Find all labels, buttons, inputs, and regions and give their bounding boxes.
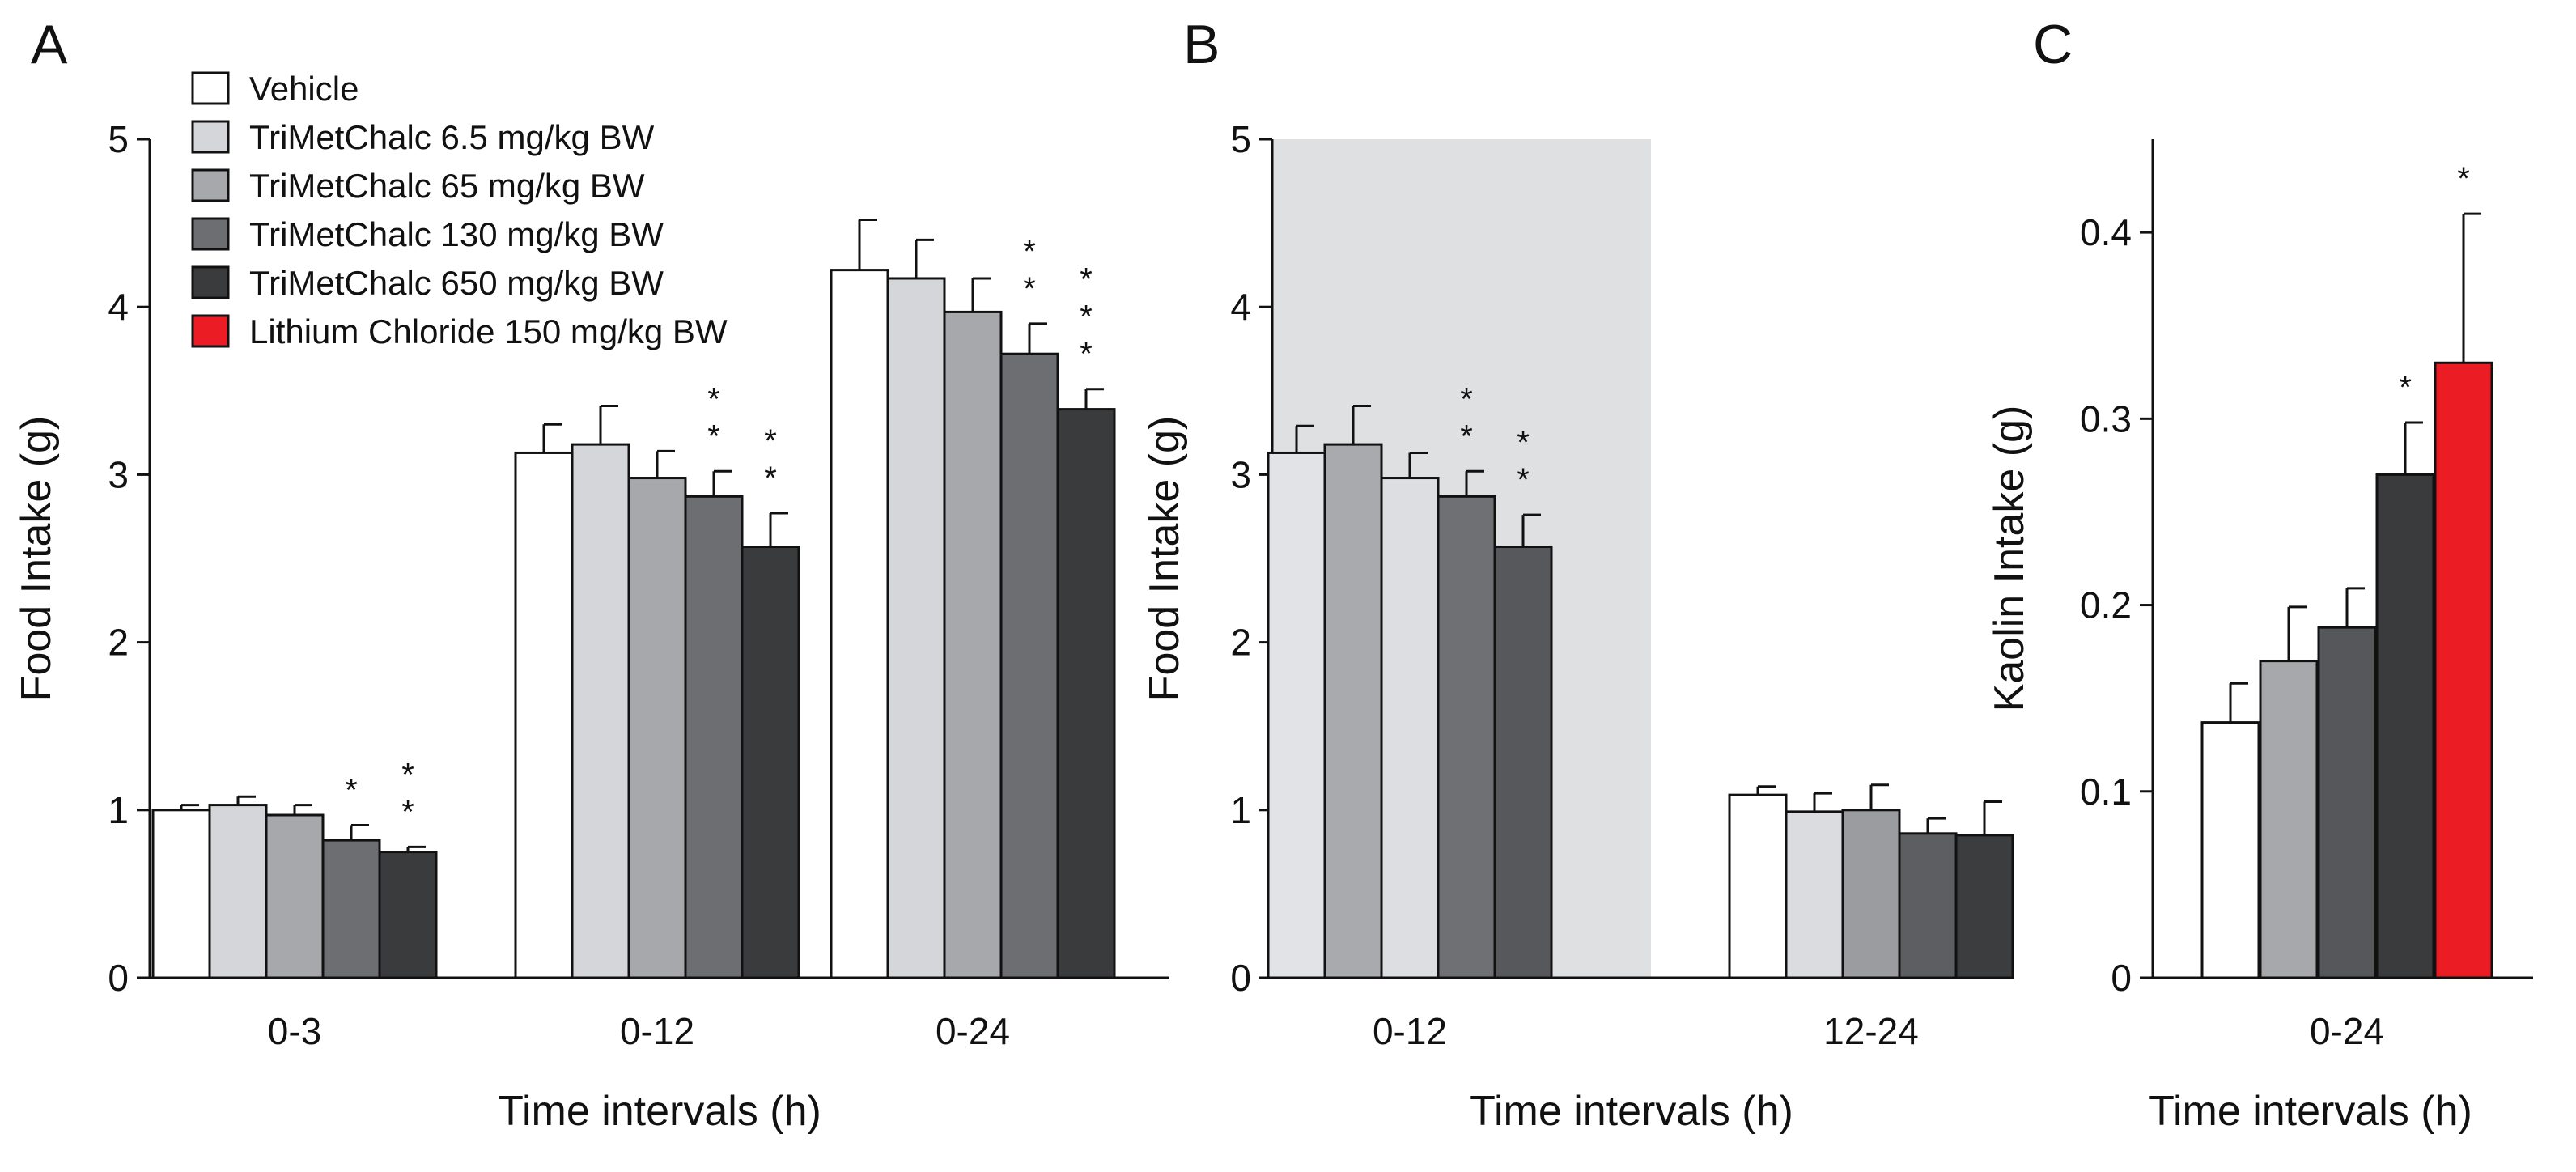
bar-vehicle — [514, 451, 574, 979]
significance-star: * — [707, 381, 720, 417]
significance-star: * — [707, 418, 720, 454]
bar-trimetchalc-130-mg-kg-bw — [684, 495, 744, 979]
bar-trimetchalc-65-mg-kg-bw — [2259, 660, 2319, 979]
significance-star: * — [1080, 299, 1093, 335]
y-tick-label: 0 — [2111, 957, 2132, 999]
y-tick-label: 4 — [1230, 286, 1251, 328]
y-axis-title: Food Intake (g) — [13, 416, 60, 702]
bar-trimetchalc-65-mg-kg-bw — [265, 813, 325, 979]
bar-trimetchalc-6-5-mg-kg-bw — [1323, 443, 1383, 979]
significance-star: * — [1517, 462, 1530, 498]
bar-trimetchalc-6-5-mg-kg-bw — [571, 443, 630, 979]
x-axis-title: Time intervals (h) — [1470, 1088, 1793, 1135]
significance-star: * — [1080, 337, 1093, 372]
legend-label: Lithium Chloride 150 mg/kg BW — [249, 312, 728, 350]
legend-swatch — [191, 265, 230, 299]
legend-swatch — [191, 217, 230, 251]
legend-label: TriMetChalc 6.5 mg/kg BW — [249, 118, 655, 156]
bar-trimetchalc-130-mg-kg-bw — [1437, 495, 1496, 979]
significance-star: * — [1080, 262, 1093, 298]
panel-letter-b: B — [1183, 14, 1220, 75]
y-axis-title: Kaolin Intake (g) — [1986, 406, 2033, 712]
significance-star: * — [401, 757, 414, 792]
x-category-label: 12-24 — [1823, 1010, 1919, 1052]
bar-trimetchalc-130-mg-kg-bw — [2317, 626, 2377, 979]
bar-trimetchalc-650-mg-kg-bw — [378, 851, 438, 979]
y-tick-label: 4 — [108, 286, 129, 328]
y-tick-label: 2 — [108, 622, 129, 664]
bar-trimetchalc-6-5-mg-kg-bw — [886, 277, 946, 979]
bar-vehicle — [1728, 793, 1788, 979]
legend-label: TriMetChalc 130 mg/kg BW — [249, 215, 664, 253]
panel-a-chart: 0 1 2 3 4 5 Food Intake (g) Time intervals (h) 0… — [13, 118, 1169, 1135]
y-tick-label: 3 — [1230, 453, 1251, 495]
bar-trimetchalc-130-mg-kg-bw — [321, 839, 381, 979]
legend: Vehicle TriMetChalc 6.5 mg/kg BW TriMetCha… — [191, 70, 728, 350]
significance-star: * — [1517, 425, 1530, 461]
panel-b-chart: 0 1 2 3 4 5 Food Intake (g) Time intervals (h) 0… — [1141, 118, 2014, 1135]
x-category-label: 0-3 — [268, 1010, 321, 1052]
panel-letter-a: A — [31, 14, 68, 75]
bar-vehicle — [2200, 721, 2260, 979]
y-tick-label: 1 — [1230, 789, 1251, 831]
panel-c-chart: 0 0.1 0.2 0.3 0.4 Kaolin Intake (g) Time inter… — [1986, 139, 2533, 1135]
y-tick-label: 0 — [108, 957, 129, 999]
legend-swatch — [191, 314, 230, 348]
bar-trimetchalc-130-mg-kg-bw — [1898, 832, 1958, 979]
bar-trimetchalc-650-mg-kg-bw — [1056, 408, 1116, 979]
significance-star: * — [1023, 271, 1036, 307]
bar-vehicle — [151, 809, 211, 979]
bar-vehicle — [830, 269, 889, 979]
y-tick-label: 1 — [108, 789, 129, 831]
bar-trimetchalc-65-mg-kg-bw — [1380, 477, 1440, 979]
bar-trimetchalc-650-mg-kg-bw — [741, 545, 800, 979]
legend-label: TriMetChalc 650 mg/kg BW — [249, 264, 664, 302]
y-tick-label: 0.1 — [2080, 771, 2132, 813]
bar-trimetchalc-650-mg-kg-bw — [2375, 473, 2435, 979]
y-axis-title: Food Intake (g) — [1141, 416, 1188, 702]
significance-star: * — [1460, 381, 1473, 417]
bar-trimetchalc-65-mg-kg-bw — [627, 477, 687, 979]
bar-trimetchalc-6-5-mg-kg-bw — [1785, 810, 1844, 979]
y-tick-label: 5 — [1230, 118, 1251, 160]
bar-trimetchalc-650-mg-kg-bw — [1493, 545, 1553, 979]
bar-lithium-chloride-150-mg-kg-bw — [2434, 361, 2493, 979]
y-tick-label: 0.4 — [2080, 211, 2132, 253]
bar-trimetchalc-6-5-mg-kg-bw — [208, 804, 268, 979]
bar-trimetchalc-65-mg-kg-bw — [943, 310, 1003, 979]
legend-swatch — [191, 71, 230, 105]
panel-letter-c: C — [2033, 14, 2073, 75]
legend-label: TriMetChalc 65 mg/kg BW — [249, 167, 645, 205]
significance-star: * — [764, 423, 777, 459]
significance-star: * — [2399, 370, 2412, 406]
x-category-label: 0-12 — [1373, 1010, 1447, 1052]
bar-trimetchalc-130-mg-kg-bw — [999, 352, 1059, 979]
significance-star: * — [345, 772, 358, 808]
bar-vehicle — [1267, 451, 1326, 979]
legend-label: Vehicle — [249, 70, 359, 108]
legend-swatch — [191, 168, 230, 202]
x-category-label: 0-24 — [2310, 1010, 2384, 1052]
significance-star: * — [401, 794, 414, 830]
bar-trimetchalc-65-mg-kg-bw — [1841, 809, 1901, 979]
y-tick-label: 2 — [1230, 622, 1251, 664]
significance-star: * — [1460, 418, 1473, 454]
y-tick-label: 0 — [1230, 957, 1251, 999]
bar-trimetchalc-650-mg-kg-bw — [1954, 834, 2014, 979]
significance-star: * — [1023, 234, 1036, 270]
significance-star: * — [764, 461, 777, 496]
x-axis-title: Time intervals (h) — [498, 1088, 821, 1135]
significance-star: * — [2457, 161, 2470, 197]
y-tick-label: 3 — [108, 453, 129, 495]
y-tick-label: 0.2 — [2080, 584, 2132, 626]
x-category-label: 0-24 — [936, 1010, 1010, 1052]
y-tick-label: 0.3 — [2080, 397, 2132, 440]
legend-swatch — [191, 120, 230, 154]
y-tick-label: 5 — [108, 118, 129, 160]
x-category-label: 0-12 — [620, 1010, 694, 1052]
x-axis-title: Time intervals (h) — [2149, 1088, 2472, 1135]
